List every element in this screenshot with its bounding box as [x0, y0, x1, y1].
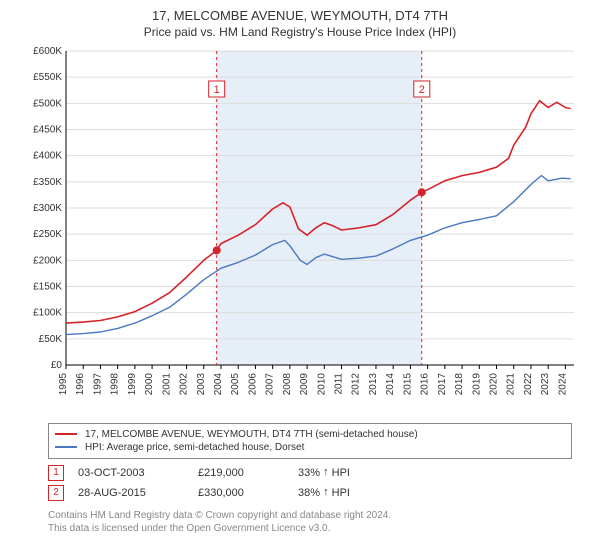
- footnote-line2: This data is licensed under the Open Gov…: [48, 523, 330, 534]
- chart-container: 17, MELCOMBE AVENUE, WEYMOUTH, DT4 7TH P…: [0, 0, 600, 560]
- svg-text:1998: 1998: [110, 372, 121, 395]
- svg-text:2005: 2005: [230, 372, 241, 395]
- svg-text:£400K: £400K: [33, 151, 62, 162]
- svg-text:2022: 2022: [523, 372, 534, 395]
- svg-text:2014: 2014: [385, 372, 396, 395]
- chart-subtitle: Price paid vs. HM Land Registry's House …: [0, 25, 600, 45]
- footnote: Contains HM Land Registry data © Crown c…: [48, 509, 572, 535]
- sale-price: £330,000: [198, 487, 298, 499]
- svg-text:2004: 2004: [213, 372, 224, 395]
- sale-date: 28-AUG-2015: [78, 487, 198, 499]
- sale-marker: 2: [48, 485, 64, 501]
- arrow-up-icon: ↑: [323, 466, 329, 478]
- svg-text:£500K: £500K: [33, 98, 62, 109]
- sale-marker: 1: [48, 465, 64, 481]
- sale-price: £219,000: [198, 467, 298, 479]
- svg-text:2006: 2006: [247, 372, 258, 395]
- svg-text:2017: 2017: [437, 372, 448, 395]
- chart-title: 17, MELCOMBE AVENUE, WEYMOUTH, DT4 7TH: [0, 0, 600, 25]
- svg-text:2012: 2012: [351, 372, 362, 395]
- svg-text:2008: 2008: [282, 372, 293, 395]
- sale-row: 1 03-OCT-2003£219,00033% ↑ HPI: [48, 463, 572, 483]
- svg-text:£600K: £600K: [33, 46, 62, 57]
- svg-text:2023: 2023: [540, 372, 551, 395]
- legend-label: HPI: Average price, semi-detached house,…: [85, 442, 304, 453]
- svg-text:£300K: £300K: [33, 203, 62, 214]
- svg-text:1996: 1996: [75, 372, 86, 395]
- svg-text:£50K: £50K: [39, 334, 63, 345]
- svg-text:2: 2: [419, 84, 425, 96]
- svg-text:1997: 1997: [92, 372, 103, 395]
- svg-text:1995: 1995: [58, 372, 69, 395]
- sale-pct: 33% ↑ HPI: [298, 467, 350, 479]
- svg-text:2003: 2003: [196, 372, 207, 395]
- svg-text:2019: 2019: [471, 372, 482, 395]
- sale-pct-label: HPI: [329, 487, 350, 499]
- svg-text:£200K: £200K: [33, 255, 62, 266]
- chart-plot: £0 £50K £100K £150K £200K £250K £300K £350K £400…: [20, 45, 580, 415]
- svg-text:2001: 2001: [161, 372, 172, 395]
- sale-row: 2 28-AUG-2015£330,00038% ↑ HPI: [48, 483, 572, 503]
- svg-text:2016: 2016: [420, 372, 431, 395]
- svg-text:2021: 2021: [506, 372, 517, 395]
- svg-text:2000: 2000: [144, 372, 155, 395]
- legend-swatch: [55, 433, 77, 435]
- svg-text:2007: 2007: [265, 372, 276, 395]
- svg-text:£550K: £550K: [33, 72, 62, 83]
- sale-date: 03-OCT-2003: [78, 467, 198, 479]
- svg-text:£450K: £450K: [33, 124, 62, 135]
- svg-text:2011: 2011: [334, 372, 345, 394]
- svg-text:£0: £0: [51, 360, 63, 371]
- svg-text:£350K: £350K: [33, 177, 62, 188]
- svg-text:£100K: £100K: [33, 308, 62, 319]
- sale-pct-label: HPI: [329, 467, 350, 479]
- svg-text:2010: 2010: [316, 372, 327, 395]
- sale-pct: 38% ↑ HPI: [298, 487, 350, 499]
- svg-text:2024: 2024: [557, 372, 568, 395]
- footnote-line1: Contains HM Land Registry data © Crown c…: [48, 510, 391, 521]
- chart-svg: £0 £50K £100K £150K £200K £250K £300K £350K £400…: [20, 45, 580, 415]
- sales-list: 1 03-OCT-2003£219,00033% ↑ HPI 2 28-AUG-201…: [48, 463, 572, 503]
- legend-item: 17, MELCOMBE AVENUE, WEYMOUTH, DT4 7TH (…: [55, 428, 565, 441]
- legend-item: HPI: Average price, semi-detached house,…: [55, 441, 565, 454]
- legend-swatch: [55, 446, 77, 448]
- legend-label: 17, MELCOMBE AVENUE, WEYMOUTH, DT4 7TH (…: [85, 429, 418, 440]
- svg-text:£250K: £250K: [33, 229, 62, 240]
- svg-text:1999: 1999: [127, 372, 138, 395]
- legend: 17, MELCOMBE AVENUE, WEYMOUTH, DT4 7TH (…: [48, 423, 572, 459]
- svg-text:2015: 2015: [402, 372, 413, 395]
- svg-text:£150K: £150K: [33, 281, 62, 292]
- svg-text:1: 1: [214, 84, 220, 96]
- svg-text:2009: 2009: [299, 372, 310, 395]
- svg-text:2018: 2018: [454, 372, 465, 395]
- svg-text:2013: 2013: [368, 372, 379, 395]
- arrow-up-icon: ↑: [323, 486, 329, 498]
- svg-text:2020: 2020: [489, 372, 500, 395]
- svg-text:2002: 2002: [179, 372, 190, 395]
